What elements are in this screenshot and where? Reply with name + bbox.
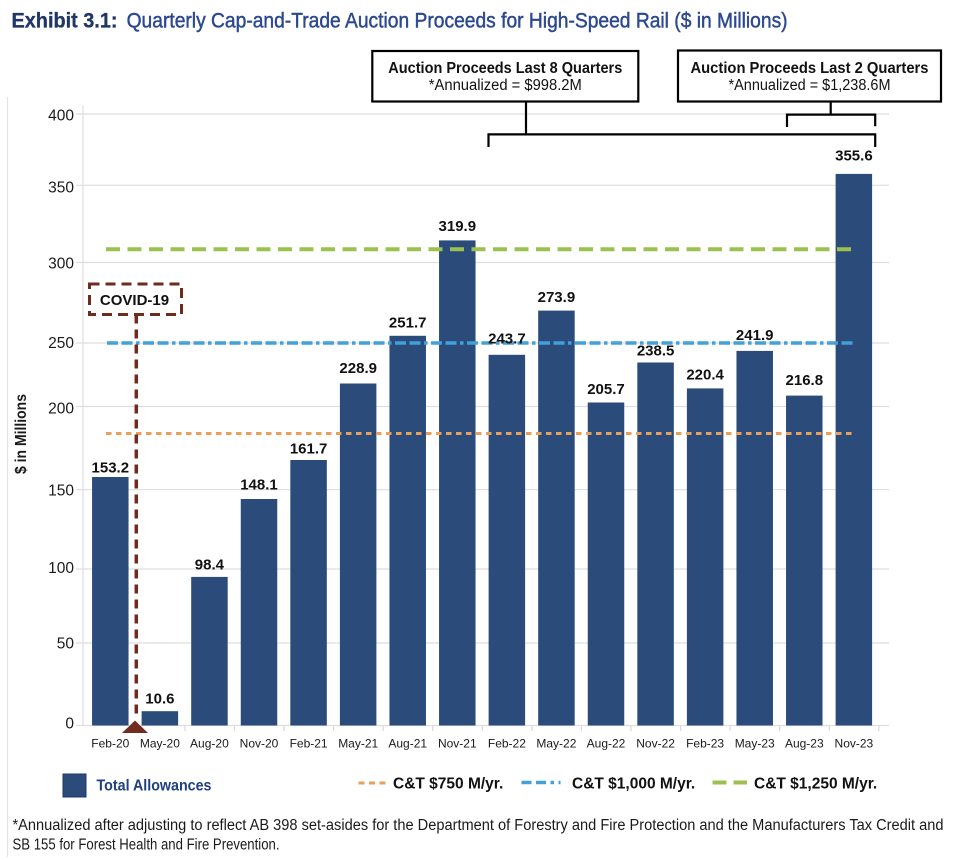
svg-text:250: 250	[48, 335, 74, 352]
svg-text:153.2: 153.2	[92, 460, 130, 477]
svg-text:May-21: May-21	[338, 737, 378, 751]
svg-text:Feb-22: Feb-22	[488, 737, 526, 751]
svg-text:*Annualized after adjusting to: *Annualized after adjusting to reflect A…	[13, 817, 944, 834]
svg-text:Aug-22: Aug-22	[587, 737, 626, 751]
svg-text:205.7: 205.7	[587, 381, 625, 398]
svg-text:228.9: 228.9	[339, 360, 377, 377]
svg-text:10.6: 10.6	[145, 691, 174, 708]
svg-text:251.7: 251.7	[389, 314, 427, 331]
svg-text:220.4: 220.4	[686, 366, 724, 383]
svg-text:200: 200	[48, 400, 74, 417]
svg-text:C&T $1,250 M/yr.: C&T $1,250 M/yr.	[754, 776, 877, 793]
svg-text:*Annualized = $998.2M: *Annualized = $998.2M	[429, 77, 582, 94]
svg-text:Feb-20: Feb-20	[91, 737, 129, 751]
svg-text:May-22: May-22	[536, 737, 576, 751]
svg-text:300: 300	[48, 256, 74, 273]
svg-text:Feb-21: Feb-21	[290, 737, 328, 751]
svg-text:Aug-21: Aug-21	[388, 737, 427, 751]
svg-text:319.9: 319.9	[439, 218, 477, 235]
svg-text:$ in Millions: $ in Millions	[13, 394, 30, 474]
svg-text:150: 150	[48, 483, 74, 500]
svg-text:Total Allowances: Total Allowances	[97, 778, 212, 795]
svg-text:SB 155 for Forest Health and F: SB 155 for Forest Health and Fire Preven…	[13, 837, 280, 854]
svg-text:148.1: 148.1	[240, 477, 278, 494]
svg-text:161.7: 161.7	[290, 441, 328, 458]
svg-text:COVID-19: COVID-19	[100, 292, 169, 309]
svg-text:Aug-20: Aug-20	[190, 737, 229, 751]
svg-text:Exhibit 3.1:: Exhibit 3.1:	[12, 10, 118, 33]
svg-text:Nov-21: Nov-21	[438, 737, 477, 751]
svg-text:50: 50	[57, 636, 75, 653]
svg-text:241.9: 241.9	[736, 327, 774, 344]
svg-text:243.7: 243.7	[488, 330, 526, 347]
svg-text:C&T $750 M/yr.: C&T $750 M/yr.	[393, 776, 503, 793]
svg-text:*Annualized = $1,238.6M: *Annualized = $1,238.6M	[729, 77, 891, 94]
svg-text:238.5: 238.5	[637, 342, 675, 359]
svg-text:216.8: 216.8	[786, 372, 824, 389]
svg-text:400: 400	[48, 108, 74, 125]
svg-text:Feb-23: Feb-23	[686, 737, 724, 751]
svg-text:0: 0	[65, 716, 74, 733]
svg-text:100: 100	[48, 560, 74, 577]
svg-text:Auction Proceeds Last 8 Quarte: Auction Proceeds Last 8 Quarters	[388, 60, 622, 77]
svg-text:C&T $1,000 M/yr.: C&T $1,000 M/yr.	[572, 776, 695, 793]
svg-text:Quarterly Cap-and-Trade Auctio: Quarterly Cap-and-Trade Auction Proceeds…	[127, 10, 788, 33]
svg-text:Auction Proceeds Last 2 Quarte: Auction Proceeds Last 2 Quarters	[691, 60, 929, 77]
svg-text:Nov-22: Nov-22	[636, 737, 675, 751]
svg-text:May-20: May-20	[140, 737, 180, 751]
svg-text:Nov-20: Nov-20	[240, 737, 279, 751]
svg-text:Nov-23: Nov-23	[835, 737, 874, 751]
svg-text:May-23: May-23	[735, 737, 775, 751]
svg-text:98.4: 98.4	[195, 556, 225, 573]
svg-text:350: 350	[48, 179, 74, 196]
svg-text:273.9: 273.9	[538, 289, 576, 306]
svg-text:Aug-23: Aug-23	[785, 737, 824, 751]
svg-text:355.6: 355.6	[835, 147, 873, 164]
